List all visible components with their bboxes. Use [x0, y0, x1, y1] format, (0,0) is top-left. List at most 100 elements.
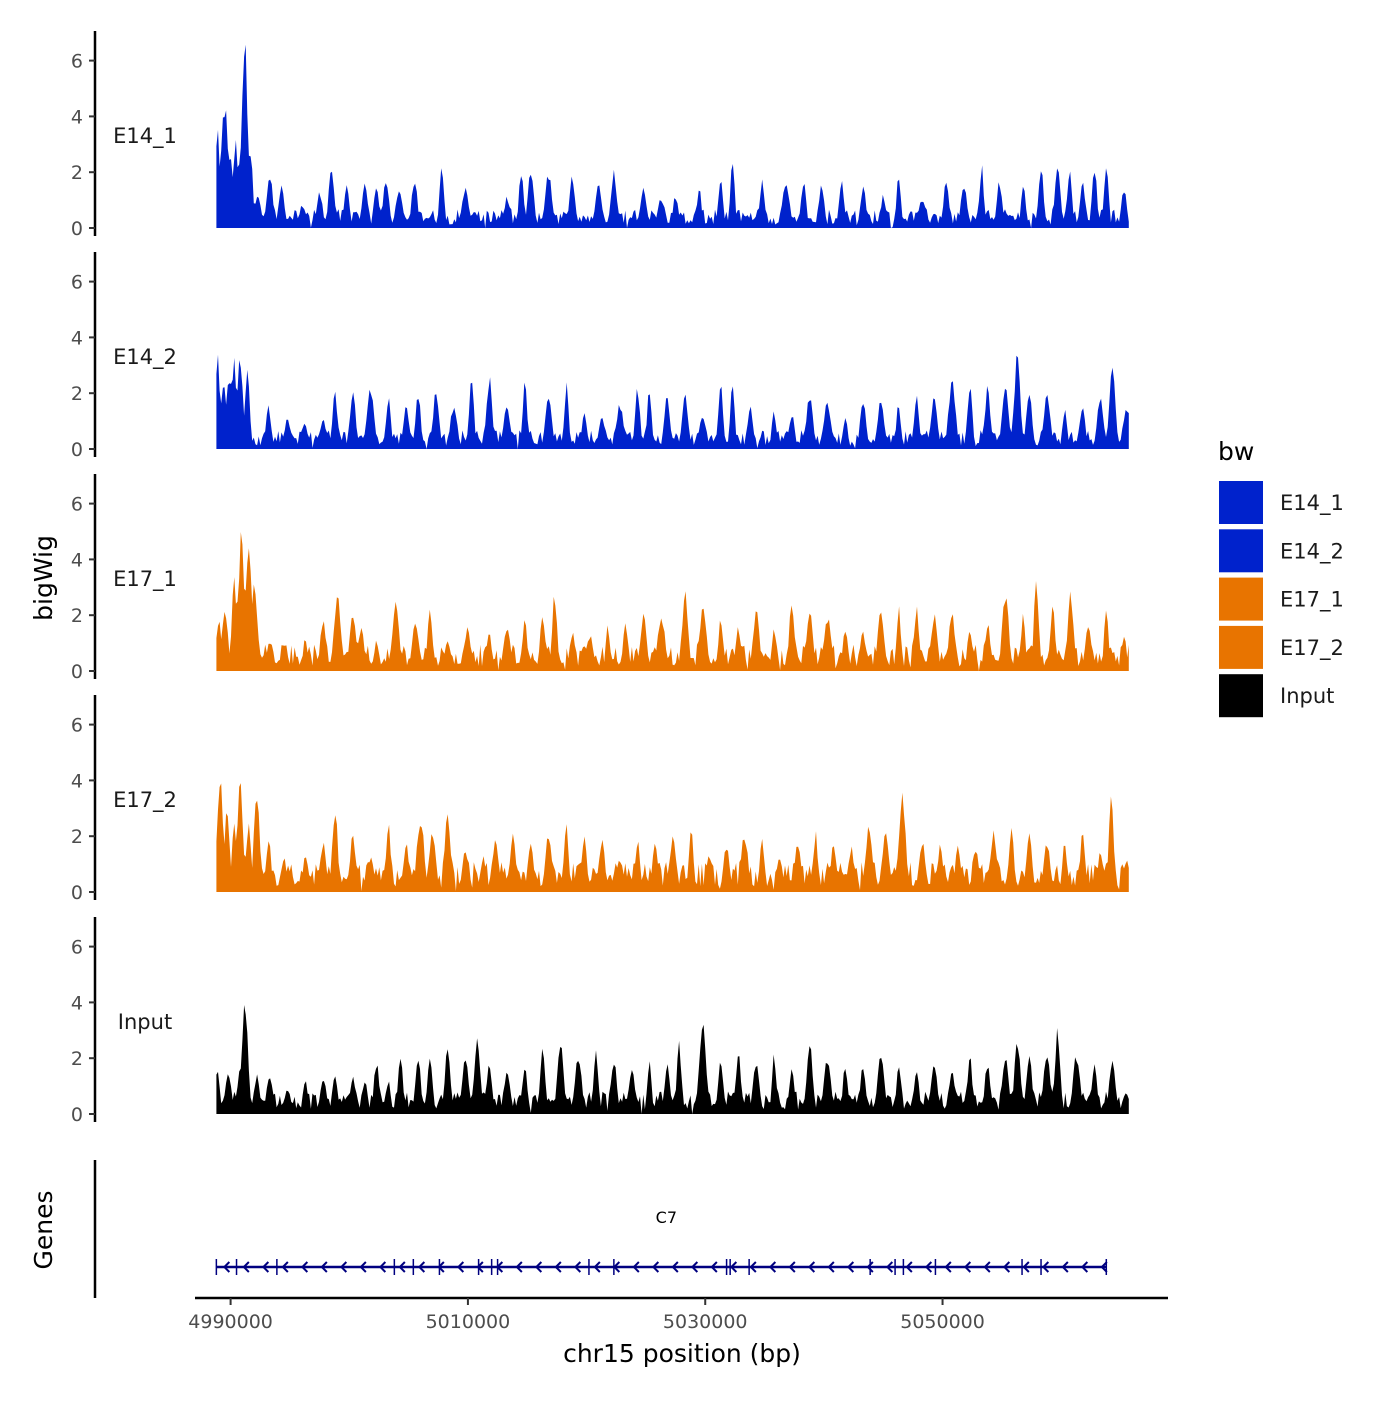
- y-tick-label: 6: [71, 51, 83, 73]
- coverage-area-Input: [216, 1005, 1129, 1114]
- legend-title: bw: [1218, 437, 1254, 466]
- strand-arrow: [768, 1261, 777, 1273]
- legend-swatch: [1219, 481, 1263, 524]
- track-E14_2: 0 2 4 6 E14_2: [71, 252, 1129, 461]
- y-tick-label: 4: [71, 770, 83, 792]
- strand-arrow: [749, 1261, 757, 1273]
- track-label: E14_2: [113, 345, 177, 370]
- strand-arrow: [651, 1261, 660, 1273]
- strand-arrow: [1022, 1261, 1030, 1273]
- track-label: E17_2: [113, 788, 177, 813]
- x-tick-label: 4990000: [188, 1311, 273, 1333]
- strand-arrow: [866, 1261, 874, 1273]
- strand-arrow: [398, 1261, 406, 1273]
- strand-arrow: [222, 1261, 231, 1273]
- y-tick-label: 6: [71, 272, 83, 294]
- strand-arrow: [554, 1261, 562, 1273]
- coverage-area-E17_2: [216, 783, 1129, 892]
- x-tick-label: 5050000: [900, 1311, 985, 1333]
- legend-swatch: [1219, 577, 1263, 621]
- y-tick-label: 0: [71, 661, 83, 683]
- legend: bw E14_1 E14_2 E17_1 E17_2 Input: [1218, 437, 1344, 718]
- strand-arrow: [300, 1261, 309, 1273]
- genes-panel: C7: [93, 1160, 1108, 1298]
- strand-arrow: [807, 1261, 816, 1273]
- y-tick-label: 2: [71, 1048, 83, 1070]
- strand-arrow: [573, 1261, 582, 1273]
- y-tick-label: 6: [71, 937, 83, 959]
- y-tick-label: 0: [71, 218, 83, 240]
- y-tick-label: 4: [71, 992, 83, 1014]
- track-E14_1: 0 2 4 6 E14_1: [71, 31, 1129, 240]
- strand-arrow: [983, 1261, 991, 1273]
- track-label: E17_1: [113, 567, 177, 592]
- y-axis-title: bigWig: [29, 535, 58, 621]
- strand-arrow: [1100, 1261, 1108, 1273]
- strand-arrow: [963, 1261, 972, 1273]
- gene-name-label: C7: [656, 1208, 677, 1227]
- legend-label: Input: [1280, 684, 1334, 708]
- coverage-area-E17_1: [216, 532, 1129, 671]
- strand-arrow: [359, 1261, 367, 1273]
- x-tick-label: 5030000: [663, 1311, 748, 1333]
- legend-label: E14_2: [1280, 539, 1344, 564]
- strand-arrow: [339, 1261, 348, 1273]
- strand-arrow: [593, 1261, 601, 1273]
- strand-arrow: [261, 1261, 270, 1273]
- track-Input: 0 2 4 6 Input: [71, 917, 1129, 1126]
- coverage-area-E14_2: [216, 354, 1129, 449]
- strand-arrow: [671, 1261, 679, 1273]
- track-label: E14_1: [113, 124, 177, 149]
- genes-panel-title: Genes: [29, 1190, 58, 1269]
- strand-arrow: [632, 1261, 640, 1273]
- strand-arrow: [905, 1261, 913, 1273]
- strand-arrow: [924, 1261, 933, 1273]
- legend-swatch: [1219, 674, 1263, 718]
- y-tick-label: 6: [71, 715, 83, 737]
- strand-arrow: [242, 1261, 250, 1273]
- y-tick-label: 0: [71, 439, 83, 461]
- coverage-area-E14_1: [216, 44, 1129, 229]
- y-tick-label: 2: [71, 383, 83, 405]
- legend-label: E14_1: [1280, 491, 1344, 516]
- track-E17_2: 0 2 4 6 E17_2: [71, 695, 1129, 904]
- strand-arrow: [690, 1261, 699, 1273]
- y-tick-label: 4: [71, 106, 83, 128]
- y-tick-label: 0: [71, 882, 83, 904]
- x-axis: 4990000 5010000 5030000 5050000: [188, 1296, 1168, 1333]
- legend-swatch: [1219, 529, 1263, 573]
- strand-arrow: [515, 1261, 523, 1273]
- strand-arrow: [885, 1261, 894, 1273]
- x-tick-label: 5010000: [426, 1311, 511, 1333]
- strand-arrow: [729, 1261, 738, 1273]
- y-tick-label: 2: [71, 162, 83, 184]
- track-panels: 0 2 4 6 E14_1 0 2 4 6 E14_2 0 2 4 6 E17_1 0 2 4 6 E17_2 0 2 4 6…: [71, 31, 1129, 1126]
- strand-arrow: [944, 1261, 952, 1273]
- y-tick-label: 4: [71, 327, 83, 349]
- x-axis-title: chr15 position (bp): [563, 1339, 801, 1368]
- strand-arrow: [1041, 1261, 1050, 1273]
- track-label: Input: [118, 1010, 172, 1034]
- y-tick-label: 6: [71, 494, 83, 516]
- legend-swatch: [1219, 625, 1263, 669]
- strand-arrow: [827, 1261, 835, 1273]
- strand-arrow: [378, 1261, 387, 1273]
- strand-arrow: [1061, 1261, 1069, 1273]
- strand-arrow: [320, 1261, 328, 1273]
- legend-label: E17_1: [1280, 588, 1344, 613]
- strand-arrow: [417, 1261, 426, 1273]
- track-E17_1: 0 2 4 6 E17_1: [71, 474, 1129, 683]
- strand-arrow: [788, 1261, 796, 1273]
- strand-arrow: [534, 1261, 543, 1273]
- y-tick-label: 0: [71, 1104, 83, 1126]
- y-tick-label: 2: [71, 605, 83, 627]
- strand-arrow: [1080, 1261, 1089, 1273]
- y-tick-label: 4: [71, 549, 83, 571]
- strand-arrow: [710, 1261, 718, 1273]
- strand-arrow: [456, 1261, 465, 1273]
- y-tick-label: 2: [71, 826, 83, 848]
- legend-label: E17_2: [1280, 636, 1344, 661]
- strand-arrow: [1002, 1261, 1011, 1273]
